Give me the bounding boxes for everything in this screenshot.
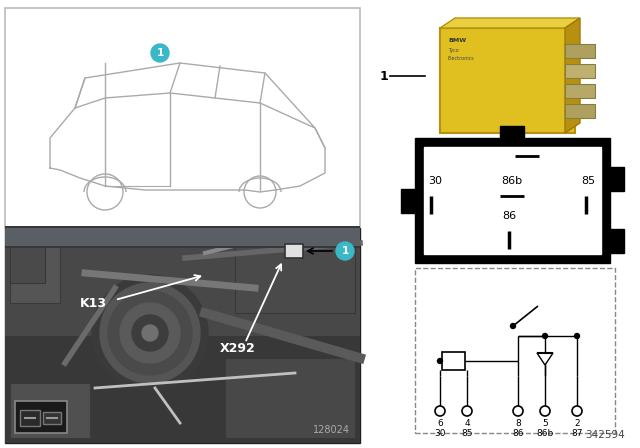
Circle shape	[462, 406, 472, 416]
Bar	[500, 126, 524, 138]
Bar	[5, 226, 360, 248]
Text: 30: 30	[435, 429, 445, 438]
Bar	[565, 64, 595, 78]
Text: Tyco: Tyco	[448, 48, 459, 53]
Circle shape	[435, 406, 445, 416]
Text: 1: 1	[341, 246, 349, 256]
Text: 128024: 128024	[313, 425, 350, 435]
Polygon shape	[440, 18, 580, 28]
Bar	[401, 189, 415, 213]
Circle shape	[438, 358, 442, 363]
Bar	[565, 104, 595, 118]
Bar	[10, 238, 45, 283]
Circle shape	[572, 406, 582, 416]
Bar	[10, 383, 90, 438]
Text: 86: 86	[512, 429, 524, 438]
Circle shape	[151, 44, 169, 62]
Text: 86: 86	[502, 211, 516, 221]
Bar	[442, 352, 465, 370]
Circle shape	[142, 325, 158, 341]
Text: K13: K13	[80, 297, 107, 310]
Bar	[10, 238, 60, 303]
Circle shape	[132, 315, 168, 351]
Text: 5: 5	[542, 419, 548, 428]
Text: 87: 87	[572, 429, 583, 438]
Bar	[285, 244, 303, 258]
Text: 30: 30	[428, 176, 442, 186]
Bar	[415, 138, 610, 263]
Bar	[5, 229, 360, 336]
Polygon shape	[565, 18, 580, 133]
Bar	[610, 229, 624, 253]
Text: 8: 8	[515, 419, 521, 428]
Text: 85: 85	[581, 176, 595, 186]
Circle shape	[540, 406, 550, 416]
Polygon shape	[537, 353, 553, 365]
Bar	[610, 167, 624, 191]
Circle shape	[100, 283, 200, 383]
Text: 86b: 86b	[536, 429, 554, 438]
Text: 1: 1	[156, 48, 164, 58]
Bar	[415, 268, 615, 433]
Text: 87: 87	[520, 138, 534, 148]
Circle shape	[336, 242, 354, 260]
Bar	[15, 401, 67, 433]
Bar	[5, 336, 360, 443]
Text: 342594: 342594	[585, 430, 625, 440]
Bar	[424, 147, 601, 254]
Bar	[5, 228, 360, 246]
Circle shape	[511, 323, 515, 328]
Circle shape	[513, 406, 523, 416]
Bar	[565, 84, 595, 98]
Bar	[565, 44, 595, 58]
Circle shape	[575, 333, 579, 339]
Text: 6: 6	[437, 419, 443, 428]
Circle shape	[108, 291, 192, 375]
Text: 4: 4	[464, 419, 470, 428]
Bar	[20, 410, 40, 426]
Bar	[5, 228, 360, 443]
Text: BMW: BMW	[448, 38, 466, 43]
Bar	[5, 8, 360, 228]
Circle shape	[120, 303, 180, 363]
Circle shape	[543, 333, 547, 339]
Text: 2: 2	[574, 419, 580, 428]
Text: 85: 85	[461, 429, 473, 438]
Bar	[235, 233, 355, 313]
Bar	[43, 412, 61, 424]
Bar	[225, 358, 355, 438]
Text: 86b: 86b	[501, 176, 523, 186]
Text: X292: X292	[220, 341, 256, 354]
Text: 1: 1	[380, 69, 388, 82]
Text: Electronics: Electronics	[448, 56, 475, 61]
Circle shape	[92, 275, 208, 391]
Bar	[440, 28, 575, 133]
